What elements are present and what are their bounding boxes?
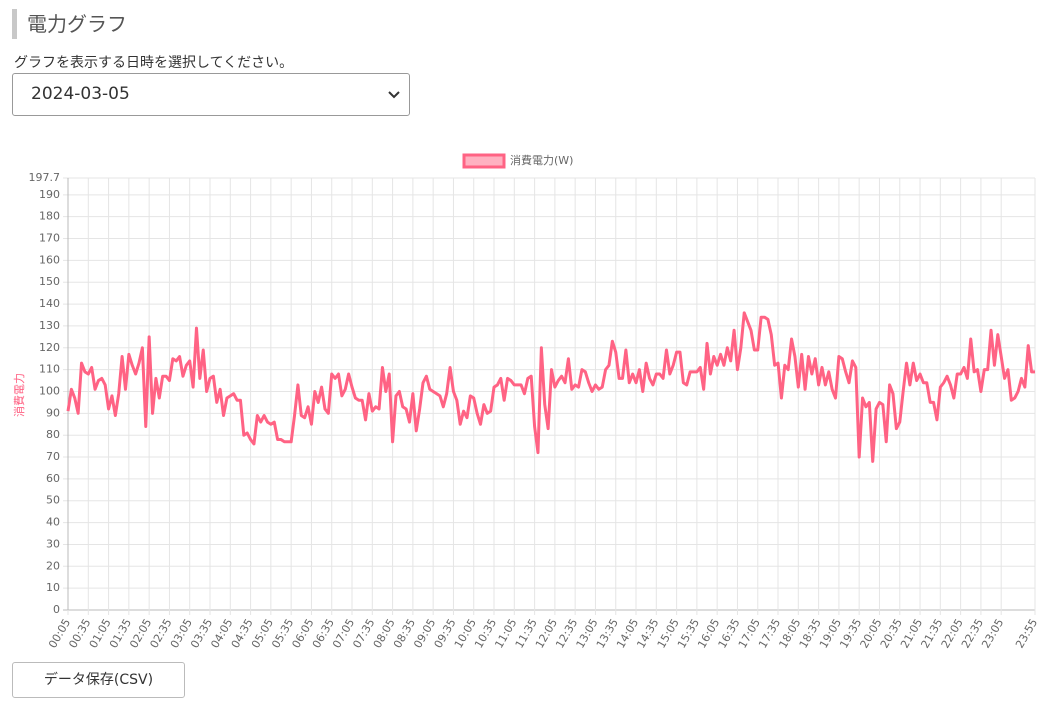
chart: 消費電力 0 10 20 30 40 50 60 70 80 90 100 110 120 130 140 1… (12, 153, 1040, 651)
y-tick-label: 30 (46, 537, 60, 550)
legend-label: 消費電力(W) (510, 153, 573, 167)
y-tick-label: 160 (39, 253, 60, 266)
y-tick-label: 90 (46, 406, 60, 419)
y-tick-label: 140 (39, 297, 60, 310)
y-tick-label: 50 (46, 494, 60, 507)
y-tick-label: 70 (46, 450, 60, 463)
y-axis-title: 消費電力 (12, 373, 26, 417)
y-tick-label: 197.7 (29, 171, 61, 184)
x-tick-label: 23:55 (1013, 617, 1040, 651)
y-tick-label: 150 (39, 275, 60, 288)
y-tick-label: 40 (46, 516, 60, 529)
csv-button[interactable]: データ保存(CSV) (12, 662, 185, 698)
data-line (66, 311, 1035, 463)
y-tick-label: 110 (39, 363, 60, 376)
date-value: 2024-03-05 (31, 84, 130, 104)
y-tick-label: 100 (39, 384, 60, 397)
y-tick-label: 170 (39, 232, 60, 245)
date-select[interactable]: 2024-03-05 (12, 73, 410, 116)
page-title: 電力グラフ (12, 9, 127, 39)
y-tick-label: 180 (39, 210, 60, 223)
y-tick-label: 0 (53, 603, 60, 616)
dropdown-arrow (388, 91, 400, 99)
y-tick-label: 130 (39, 319, 60, 332)
date-label: グラフを表示する日時を選択してください。 (14, 55, 294, 71)
y-tick-label: 120 (39, 341, 60, 354)
y-tick-label: 80 (46, 428, 60, 441)
y-tick-label: 190 (39, 188, 60, 201)
legend-swatch (462, 153, 506, 169)
y-tick-label: 20 (46, 559, 60, 572)
y-tick-label: 60 (46, 472, 60, 485)
y-tick-label: 10 (46, 581, 60, 594)
